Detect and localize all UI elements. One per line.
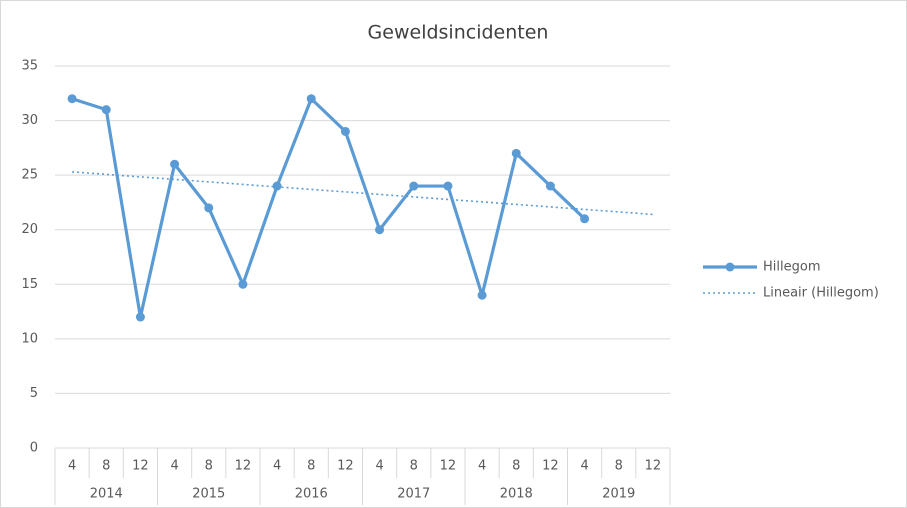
point [204,203,214,213]
x-tick-label: 12 [132,459,149,474]
x-tick-label: 12 [440,459,457,474]
legend-marker [725,262,735,272]
x-tick-label: 12 [645,459,662,474]
legend-label: Hillegom [763,260,820,275]
x-group-label: 2014 [90,487,123,502]
x-tick-label: 4 [375,459,383,474]
x-tick-label: 8 [615,459,623,474]
x-tick-label: 8 [512,459,520,474]
x-tick-label: 12 [542,459,559,474]
x-tick-label: 4 [580,459,588,474]
y-tick-label: 35 [21,59,38,74]
legend-label: Lineair (Hillegom) [763,286,879,301]
x-tick-label: 12 [235,459,252,474]
point [238,279,248,289]
point [443,181,453,191]
x-tick-label: 4 [273,459,281,474]
series-line [71,97,586,319]
x-tick-label: 12 [337,459,354,474]
point [272,181,282,191]
y-tick-label: 30 [21,113,38,128]
y-tick-label: 0 [30,441,38,456]
point [101,105,111,115]
point [375,225,385,235]
y-tick-label: 20 [21,222,38,237]
point [409,181,419,191]
point [545,181,555,191]
point [67,94,77,104]
x-group-label: 2018 [500,487,533,502]
x-tick-label: 8 [102,459,110,474]
point [477,290,487,300]
trendline [72,171,653,216]
x-group-label: 2016 [295,487,328,502]
x-tick-label: 4 [68,459,76,474]
x-tick-label: 8 [410,459,418,474]
point [340,126,350,136]
x-tick-label: 8 [307,459,315,474]
chart-title: Geweldsincidenten [368,22,549,44]
point [306,94,316,104]
point [135,312,145,322]
point [170,159,180,169]
y-tick-label: 25 [21,168,38,183]
y-tick-label: 10 [21,331,38,346]
x-tick-label: 4 [170,459,178,474]
y-tick-label: 15 [21,277,38,292]
point [580,214,590,224]
y-tick-label: 5 [30,386,38,401]
x-group-label: 2019 [602,487,635,502]
point [511,148,521,158]
x-tick-label: 8 [205,459,213,474]
x-group-label: 2017 [397,487,430,502]
x-group-label: 2015 [192,487,225,502]
x-tick-label: 4 [478,459,486,474]
